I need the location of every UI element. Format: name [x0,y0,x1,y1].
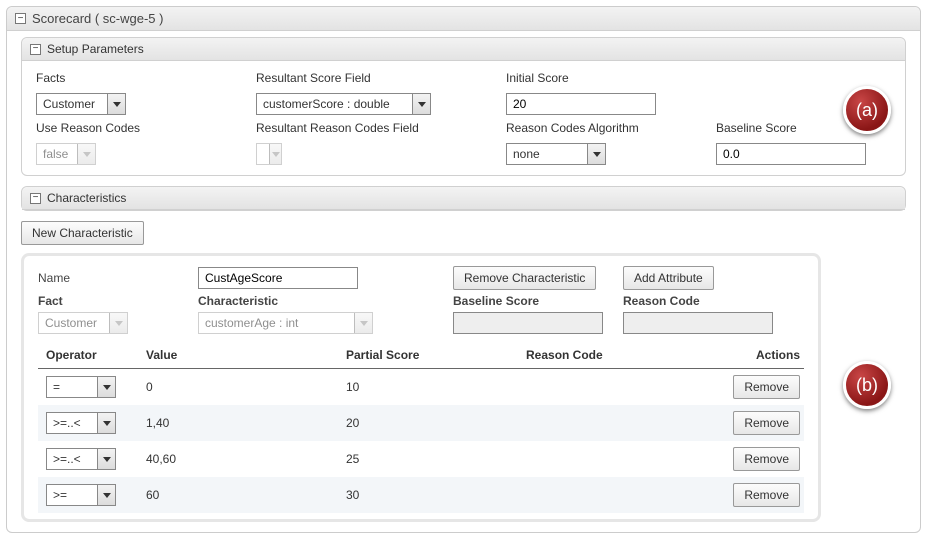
characteristic-card: Name Remove Characteristic Add Attribute… [21,253,821,522]
reason-code-input [623,312,773,334]
annotation-badge-b: (b) [843,361,891,409]
reason-cell [518,441,714,477]
table-row: >=..< 1,4020 Remove [38,405,804,441]
value-cell: 60 [138,477,338,513]
name-input[interactable] [198,267,358,289]
setup-body: Facts Resultant Score Field Initial Scor… [22,61,905,175]
resultant-reason-label: Resultant Reason Codes Field [256,121,486,135]
characteristics-title: Characteristics [47,191,126,205]
scorecard-panel: − Scorecard ( sc-wge-5 ) − Setup Paramet… [6,6,921,533]
use-reason-codes-combo: false [36,143,96,165]
facts-combo[interactable]: Customer [36,93,126,115]
baseline-score-input [453,312,603,334]
reason-code-label: Reason Code [623,294,773,308]
add-attribute-button[interactable]: Add Attribute [623,266,714,290]
scorecard-header: − Scorecard ( sc-wge-5 ) [7,7,920,31]
collapse-icon[interactable]: − [30,44,41,55]
remove-row-button[interactable]: Remove [733,411,800,435]
chevron-down-icon [354,313,372,333]
collapse-icon[interactable]: − [30,193,41,204]
setup-params-header: − Setup Parameters [22,38,905,61]
chevron-down-icon [109,313,127,333]
chevron-down-icon[interactable] [107,94,125,114]
remove-row-button[interactable]: Remove [733,447,800,471]
name-label: Name [38,271,188,285]
facts-label: Facts [36,71,236,85]
reason-algo-combo[interactable]: none [506,143,606,165]
table-row: = 010 Remove [38,369,804,406]
chevron-down-icon[interactable] [412,94,430,114]
partial-cell: 30 [338,477,518,513]
reason-algo-label: Reason Codes Algorithm [506,121,696,135]
operator-combo[interactable]: >=..< [46,448,116,470]
value-cell: 40,60 [138,441,338,477]
resultant-score-label: Resultant Score Field [256,71,486,85]
chevron-down-icon[interactable] [97,485,115,505]
operator-combo[interactable]: >= [46,484,116,506]
col-value: Value [138,342,338,369]
setup-params-panel: − Setup Parameters Facts Resultant Score… [21,37,906,176]
baseline-score-label: Baseline Score [453,294,613,308]
operator-combo[interactable]: >=..< [46,412,116,434]
reason-cell [518,369,714,406]
collapse-icon[interactable]: − [15,13,26,24]
characteristics-panel: − Characteristics [21,186,906,211]
col-partial: Partial Score [338,342,518,369]
initial-score-input[interactable] [506,93,656,115]
resultant-reason-combo [256,143,282,165]
remove-characteristic-button[interactable]: Remove Characteristic [453,266,596,290]
reason-cell [518,477,714,513]
chevron-down-icon[interactable] [97,449,115,469]
table-row: >= 6030 Remove [38,477,804,513]
baseline-input[interactable] [716,143,866,165]
setup-title: Setup Parameters [47,42,144,56]
col-reason: Reason Code [518,342,714,369]
panel-title: Scorecard ( sc-wge-5 ) [32,11,163,26]
col-operator: Operator [38,342,138,369]
table-row: >=..< 40,6025 Remove [38,441,804,477]
chevron-down-icon[interactable] [587,144,605,164]
partial-cell: 25 [338,441,518,477]
partial-cell: 10 [338,369,518,406]
use-reason-codes-label: Use Reason Codes [36,121,236,135]
characteristics-header: − Characteristics [22,187,905,210]
col-actions: Actions [714,342,804,369]
characteristic-label: Characteristic [198,294,443,308]
fact-combo: Customer [38,312,128,334]
remove-row-button[interactable]: Remove [733,483,800,507]
fact-label: Fact [38,294,188,308]
reason-cell [518,405,714,441]
new-characteristic-button[interactable]: New Characteristic [21,221,144,245]
chevron-down-icon[interactable] [97,413,115,433]
operator-combo[interactable]: = [46,376,116,398]
resultant-score-combo[interactable]: customerScore : double [256,93,431,115]
characteristic-combo: customerAge : int [198,312,373,334]
remove-row-button[interactable]: Remove [733,375,800,399]
value-cell: 1,40 [138,405,338,441]
initial-score-label: Initial Score [506,71,696,85]
annotation-badge-a: (a) [843,86,891,134]
partial-cell: 20 [338,405,518,441]
chevron-down-icon[interactable] [97,377,115,397]
chevron-down-icon [77,144,95,164]
attributes-table: Operator Value Partial Score Reason Code… [38,342,804,513]
value-cell: 0 [138,369,338,406]
chevron-down-icon [269,144,281,164]
